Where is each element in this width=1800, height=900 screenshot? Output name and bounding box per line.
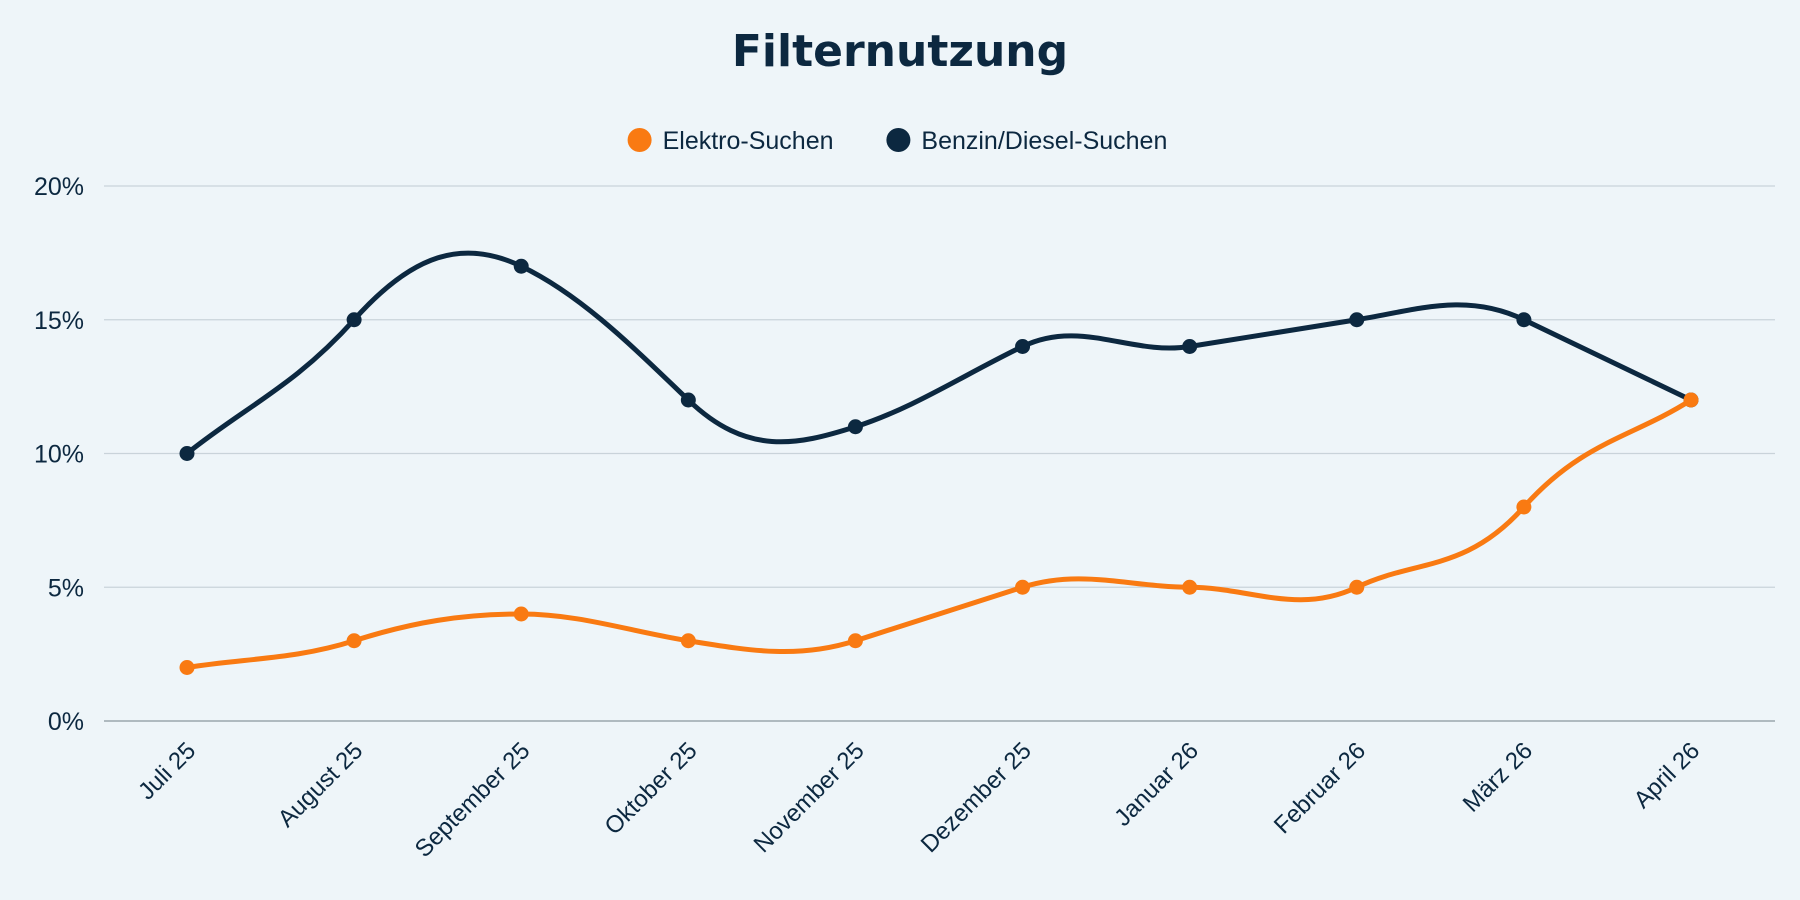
- x-tick-label: März 26: [1458, 737, 1538, 817]
- y-tick-label: 20%: [34, 173, 84, 201]
- series-0: [179, 392, 1699, 675]
- data-point: [847, 419, 863, 435]
- y-tick-label: 10%: [34, 441, 84, 469]
- x-tick-label: September 25: [410, 737, 536, 863]
- x-tick-label: Oktober 25: [600, 737, 703, 840]
- data-point: [346, 633, 362, 649]
- legend-item: Elektro-Suchen: [627, 127, 834, 155]
- data-point: [1349, 312, 1365, 328]
- x-tick-label: Dezember 25: [916, 737, 1037, 858]
- data-point: [680, 392, 696, 408]
- data-point: [346, 312, 362, 328]
- y-tick-label: 15%: [34, 307, 84, 335]
- legend-label: Elektro-Suchen: [663, 127, 834, 155]
- data-point: [1349, 579, 1365, 595]
- x-tick-label: Juli 25: [133, 737, 201, 805]
- series-line: [184, 250, 1694, 456]
- data-point: [179, 446, 195, 461]
- series-line: [184, 397, 1694, 670]
- x-axis: Juli 25 August 25 September 25 Oktober 25 No…: [133, 737, 1705, 863]
- data-point: [1683, 392, 1699, 408]
- chart-title: Filternutzung: [732, 26, 1068, 77]
- data-point: [680, 633, 696, 649]
- grid: [104, 185, 1775, 722]
- y-tick-label: 5%: [48, 574, 84, 602]
- data-point: [513, 606, 529, 622]
- x-tick-label: November 25: [749, 737, 870, 858]
- data-point: [1516, 312, 1532, 328]
- y-tick-label: 0%: [48, 708, 84, 736]
- legend-item: Benzin/Diesel-Suchen: [886, 127, 1167, 155]
- data-point: [1182, 579, 1198, 595]
- y-axis: 0% 5% 10% 15% 20%: [34, 173, 84, 736]
- x-tick-label: August 25: [273, 737, 369, 833]
- data-point: [1516, 499, 1532, 515]
- data-point: [1015, 579, 1031, 595]
- data-point: [1015, 339, 1031, 354]
- legend: Elektro-Suchen Benzin/Diesel-Suchen: [627, 127, 1167, 155]
- legend-label: Benzin/Diesel-Suchen: [921, 127, 1167, 155]
- plot-area: [179, 250, 1699, 675]
- data-point: [513, 258, 529, 274]
- data-point: [179, 660, 195, 675]
- series-1: [179, 250, 1699, 461]
- x-tick-label: Februar 26: [1269, 737, 1371, 839]
- x-tick-label: Januar 26: [1109, 737, 1204, 832]
- data-point: [1182, 339, 1198, 354]
- legend-marker: [627, 128, 652, 152]
- legend-marker: [886, 128, 911, 152]
- x-tick-label: April 26: [1629, 737, 1706, 814]
- data-point: [847, 633, 863, 649]
